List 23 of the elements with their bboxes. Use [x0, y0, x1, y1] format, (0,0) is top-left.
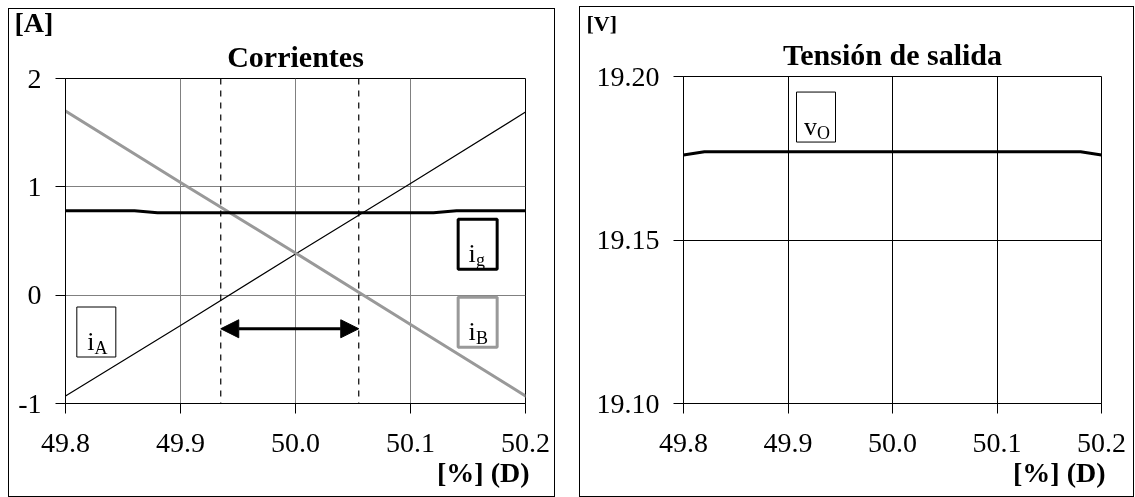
y-tick-label: 1 — [27, 170, 42, 202]
y-tick-label: 19.10 — [596, 387, 660, 419]
y-tick-label: 19.15 — [596, 224, 660, 255]
y-tick-label: -1 — [18, 387, 42, 419]
x-tick-label: 49.8 — [41, 426, 90, 458]
x-tick-label: 50.0 — [271, 426, 320, 458]
x-tick-label: 50.1 — [972, 426, 1022, 458]
y-tick-label: 0 — [27, 279, 42, 311]
x-tick-label: 50.1 — [386, 426, 435, 458]
x-tick-label: 49.9 — [763, 426, 813, 458]
x-tick-label: 50.0 — [868, 426, 917, 458]
x-tick-label: 50.2 — [501, 426, 550, 458]
x-axis-title: [%] (D) — [1012, 456, 1106, 488]
y-tick-label: 19.20 — [596, 60, 660, 92]
x-tick-label: 50.2 — [1077, 426, 1126, 458]
y-tick-label: 2 — [27, 62, 42, 94]
x-tick-label: 49.9 — [156, 426, 205, 458]
x-axis-title: [%] (D) — [436, 456, 530, 488]
x-tick-label: 49.8 — [659, 426, 708, 458]
y-axis-title: [V] — [586, 10, 618, 36]
chart-title: Tensión de salida — [783, 37, 1002, 71]
chart-title: Corrientes — [227, 39, 364, 73]
y-axis-title: [A] — [14, 6, 54, 38]
